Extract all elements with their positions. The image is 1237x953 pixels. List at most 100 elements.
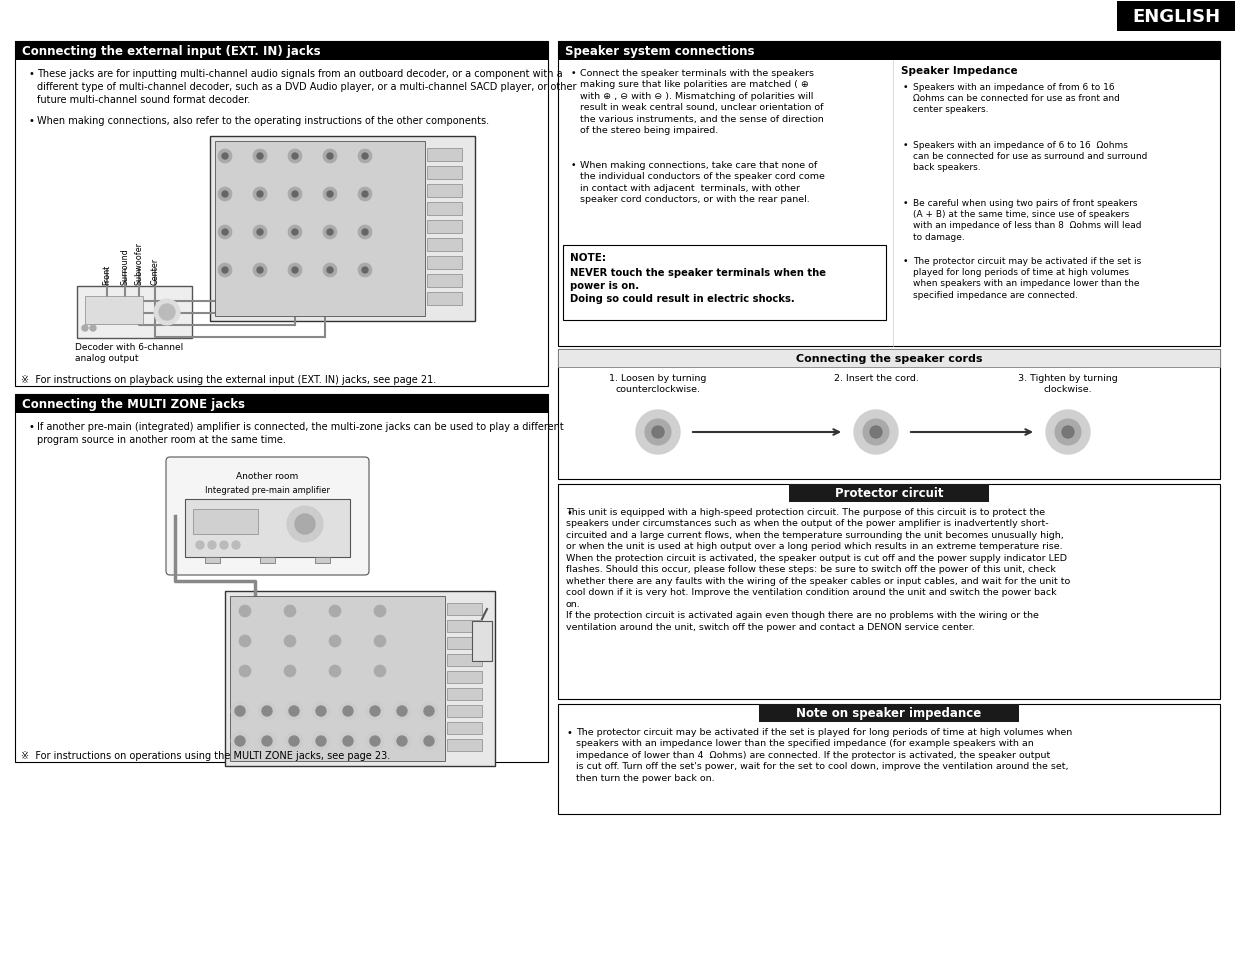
Text: This unit is equipped with a high-speed protection circuit. The purpose of this : This unit is equipped with a high-speed … bbox=[567, 507, 1070, 631]
Circle shape bbox=[289, 737, 299, 746]
Text: Speakers with an impedance of from 6 to 16
Ωohms can be connected for use as fro: Speakers with an impedance of from 6 to … bbox=[913, 83, 1119, 114]
Text: •: • bbox=[903, 141, 908, 150]
Text: 1. Loosen by turning
counterclockwise.: 1. Loosen by turning counterclockwise. bbox=[610, 374, 706, 394]
Circle shape bbox=[221, 153, 228, 160]
Text: Connect the speaker terminals with the speakers
making sure that like polarities: Connect the speaker terminals with the s… bbox=[580, 69, 824, 135]
Circle shape bbox=[292, 268, 298, 274]
Bar bbox=[15, 42, 548, 61]
Bar bbox=[427, 221, 461, 233]
Circle shape bbox=[231, 732, 249, 750]
Circle shape bbox=[257, 268, 263, 274]
Circle shape bbox=[652, 427, 664, 438]
Text: •: • bbox=[567, 507, 571, 517]
Circle shape bbox=[374, 605, 386, 618]
Circle shape bbox=[285, 732, 303, 750]
Text: When making connections, take care that none of
the individual conductors of the: When making connections, take care that … bbox=[580, 161, 825, 204]
Bar bbox=[447, 740, 482, 751]
Bar bbox=[15, 42, 548, 387]
Text: •: • bbox=[28, 69, 33, 79]
Bar bbox=[427, 185, 461, 198]
Bar bbox=[427, 203, 461, 215]
Text: Connecting the MULTI ZONE jacks: Connecting the MULTI ZONE jacks bbox=[22, 397, 245, 411]
Bar bbox=[210, 137, 475, 322]
Text: Surround: Surround bbox=[120, 248, 130, 285]
Text: If another pre-main (integrated) amplifier is connected, the multi-zone jacks ca: If another pre-main (integrated) amplifi… bbox=[37, 421, 564, 444]
Circle shape bbox=[221, 268, 228, 274]
Circle shape bbox=[362, 192, 367, 198]
Bar bbox=[563, 246, 886, 320]
Circle shape bbox=[218, 226, 233, 240]
Circle shape bbox=[397, 706, 407, 717]
Text: NOTE:: NOTE: bbox=[570, 253, 606, 263]
Circle shape bbox=[285, 702, 303, 720]
Bar bbox=[215, 142, 426, 316]
Circle shape bbox=[339, 732, 357, 750]
Circle shape bbox=[312, 702, 330, 720]
Circle shape bbox=[315, 737, 327, 746]
Circle shape bbox=[870, 427, 882, 438]
Circle shape bbox=[288, 188, 302, 202]
Text: Front: Front bbox=[103, 265, 111, 285]
Bar bbox=[447, 688, 482, 700]
Circle shape bbox=[257, 192, 263, 198]
Circle shape bbox=[257, 230, 263, 235]
Circle shape bbox=[90, 326, 96, 332]
Text: •: • bbox=[903, 256, 908, 266]
Bar bbox=[427, 256, 461, 270]
Circle shape bbox=[357, 226, 372, 240]
Bar bbox=[15, 395, 548, 414]
Circle shape bbox=[288, 150, 302, 164]
Text: •: • bbox=[571, 69, 576, 78]
Circle shape bbox=[644, 419, 670, 446]
Text: Speakers with an impedance of 6 to 16  Ωohms
can be connected for use as surroun: Speakers with an impedance of 6 to 16 Ωo… bbox=[913, 141, 1148, 172]
Circle shape bbox=[257, 153, 263, 160]
Text: The protector circuit may be activated if the set is played for long periods of : The protector circuit may be activated i… bbox=[576, 727, 1072, 782]
Text: 2. Insert the cord.: 2. Insert the cord. bbox=[834, 374, 918, 382]
Text: Speaker system connections: Speaker system connections bbox=[565, 45, 755, 58]
Circle shape bbox=[285, 605, 296, 618]
Circle shape bbox=[636, 411, 680, 455]
Text: These jacks are for inputting multi-channel audio signals from an outboard decod: These jacks are for inputting multi-chan… bbox=[37, 69, 576, 105]
Text: •: • bbox=[28, 421, 33, 432]
Text: •: • bbox=[903, 83, 908, 91]
Circle shape bbox=[218, 264, 233, 277]
Bar bbox=[447, 620, 482, 633]
Bar bbox=[225, 592, 495, 766]
Text: ENGLISH: ENGLISH bbox=[1132, 8, 1220, 26]
Bar bbox=[447, 603, 482, 616]
Bar bbox=[186, 499, 350, 558]
Text: Connecting the external input (EXT. IN) jacks: Connecting the external input (EXT. IN) … bbox=[22, 45, 320, 58]
Circle shape bbox=[220, 541, 228, 550]
Circle shape bbox=[370, 737, 380, 746]
Bar bbox=[447, 705, 482, 718]
Bar bbox=[473, 621, 492, 661]
Text: Subwoofer: Subwoofer bbox=[135, 242, 143, 285]
Circle shape bbox=[254, 188, 267, 202]
Text: Be careful when using two pairs of front speakers
(A + B) at the same time, sinc: Be careful when using two pairs of front… bbox=[913, 199, 1142, 241]
Circle shape bbox=[254, 150, 267, 164]
Circle shape bbox=[239, 665, 251, 678]
Circle shape bbox=[323, 264, 336, 277]
Text: Connecting the speaker cords: Connecting the speaker cords bbox=[795, 354, 982, 364]
Circle shape bbox=[285, 636, 296, 647]
Circle shape bbox=[329, 665, 341, 678]
Text: NEVER touch the speaker terminals when the
power is on.
Doing so could result in: NEVER touch the speaker terminals when t… bbox=[570, 268, 826, 304]
Circle shape bbox=[233, 541, 240, 550]
Circle shape bbox=[343, 737, 353, 746]
Bar bbox=[427, 274, 461, 288]
Circle shape bbox=[327, 153, 333, 160]
Bar bbox=[230, 597, 445, 761]
Bar bbox=[558, 704, 1220, 814]
Circle shape bbox=[366, 732, 383, 750]
Text: •: • bbox=[28, 116, 33, 126]
Circle shape bbox=[329, 605, 341, 618]
Circle shape bbox=[315, 706, 327, 717]
Circle shape bbox=[285, 665, 296, 678]
Circle shape bbox=[424, 706, 434, 717]
Circle shape bbox=[235, 706, 245, 717]
Text: 3. Tighten by turning
clockwise.: 3. Tighten by turning clockwise. bbox=[1018, 374, 1118, 394]
Circle shape bbox=[288, 264, 302, 277]
Text: Note on speaker impedance: Note on speaker impedance bbox=[797, 707, 982, 720]
Circle shape bbox=[231, 702, 249, 720]
Circle shape bbox=[292, 153, 298, 160]
